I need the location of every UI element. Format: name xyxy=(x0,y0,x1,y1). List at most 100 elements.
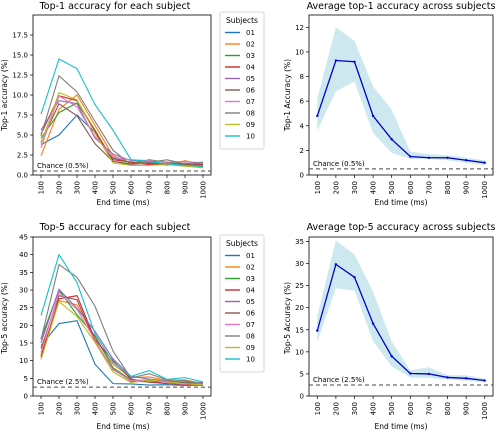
legend-label-06: 06 xyxy=(246,310,255,318)
chance-label: Chance (0.5%) xyxy=(313,160,365,168)
legend-label-04: 04 xyxy=(246,287,255,295)
x-tick-label: 100 xyxy=(38,402,46,415)
y-tick-label: 35 xyxy=(19,269,28,277)
mean-point xyxy=(483,379,486,382)
x-tick-label: 200 xyxy=(56,181,64,194)
y-tick-label: 30 xyxy=(19,287,28,295)
y-tick-label: 30 xyxy=(295,260,304,268)
x-tick-label: 1000 xyxy=(481,402,489,420)
y-tick-label: 6 xyxy=(300,98,305,106)
x-tick-label: 800 xyxy=(163,402,171,415)
mean-point xyxy=(334,263,338,266)
x-axis-label: End time (ms) xyxy=(96,422,149,431)
y-tick-label: 20 xyxy=(295,304,304,312)
mean-point xyxy=(409,372,412,375)
x-tick-label: 1000 xyxy=(199,402,207,420)
series-line-02 xyxy=(40,94,204,166)
x-tick-label: 1000 xyxy=(199,181,207,199)
x-tick-label: 200 xyxy=(332,402,340,415)
panel-top1-subjects: Top-1 accuracy for each subject End time… xyxy=(0,1,265,207)
x-tick-label: 800 xyxy=(444,402,452,415)
series-line-05 xyxy=(40,99,204,165)
x-tick-label: 500 xyxy=(110,181,118,194)
axes-frame xyxy=(308,236,494,397)
legend-label-10: 10 xyxy=(246,356,255,364)
x-tick-label: 1000 xyxy=(481,181,489,199)
series-line-04 xyxy=(40,295,204,386)
y-axis-label: Top-5 accuracy (%) xyxy=(0,282,9,355)
x-tick-label: 400 xyxy=(370,181,378,194)
legend-items: 01 02 03 04 05 06 07 08 09 10 xyxy=(225,29,255,141)
y-tick-label: 5 xyxy=(300,370,304,378)
mean-point xyxy=(409,155,412,158)
mean-point xyxy=(390,138,393,141)
axes-frame xyxy=(32,236,212,397)
y-tick-label: 5 xyxy=(24,375,28,383)
y-tick-label: 10 xyxy=(295,348,304,356)
x-tick-label: 700 xyxy=(425,402,433,415)
legend-box xyxy=(219,11,265,150)
x-tick-label: 300 xyxy=(351,402,359,415)
legend-title: Subjects xyxy=(226,239,258,248)
x-tick-label: 100 xyxy=(314,181,322,194)
x-tick-label: 600 xyxy=(407,402,415,415)
series-line-01 xyxy=(40,320,204,386)
x-tick-label: 900 xyxy=(463,181,471,194)
y-tick-label: 15.0 xyxy=(12,52,28,60)
y-tick-label: 45 xyxy=(19,234,28,242)
mean-point xyxy=(316,114,319,118)
axes-frame xyxy=(32,14,212,176)
y-tick-label: 15 xyxy=(295,326,304,334)
legend-label-05: 05 xyxy=(246,75,255,83)
y-tick-label: 25 xyxy=(295,282,304,290)
legend-label-08: 08 xyxy=(246,110,255,118)
y-tick-label: 25 xyxy=(19,304,28,312)
y-tick-label: 2.5 xyxy=(17,152,28,160)
legend: Subjects 01 02 03 04 05 06 07 08 09 10 xyxy=(219,11,265,150)
mean-point xyxy=(446,156,449,159)
mean-point xyxy=(353,60,356,63)
x-tick-label: 500 xyxy=(388,402,396,415)
y-tick-label: 0 xyxy=(24,393,28,401)
mean-line xyxy=(316,59,485,164)
x-tick-label: 900 xyxy=(181,402,189,415)
legend-label-06: 06 xyxy=(246,87,255,95)
series-line-09 xyxy=(40,300,204,386)
x-tick-label: 500 xyxy=(110,402,118,415)
x-tick-label: 100 xyxy=(38,181,46,194)
x-tick-label: 900 xyxy=(463,402,471,415)
x-tick-label: 700 xyxy=(145,402,153,415)
legend-label-02: 02 xyxy=(246,41,255,49)
legend-title: Subjects xyxy=(226,16,258,25)
chart-title: Average top-1 accuracy across subjects xyxy=(307,1,496,12)
y-axis-label: Top-1 Accuracy (%) xyxy=(283,59,292,132)
x-tick-label: 400 xyxy=(92,402,100,415)
panel-top1-average: Average top-1 accuracy across subjects E… xyxy=(283,1,495,207)
series-line-10 xyxy=(40,253,204,383)
mean-point xyxy=(353,275,356,279)
x-tick-label: 600 xyxy=(127,402,135,415)
axes-frame xyxy=(308,14,494,176)
x-tick-label: 200 xyxy=(332,181,340,194)
y-tick-label: 0 xyxy=(300,172,304,180)
y-tick-label: 35 xyxy=(295,238,304,246)
legend-label-01: 01 xyxy=(246,252,255,260)
x-tick-label: 700 xyxy=(145,181,153,194)
legend-label-10: 10 xyxy=(246,133,255,141)
panel-top5-average: Average top-5 accuracy across subjects E… xyxy=(283,222,495,431)
x-tick-label: 200 xyxy=(56,402,64,415)
plot-area: 100 200 300 400 500 600 700 800 900 1000 0 5 10 15 20 2… xyxy=(295,236,494,420)
legend-label-03: 03 xyxy=(246,275,255,283)
y-tick-label: 0.0 xyxy=(17,172,28,180)
y-tick-label: 17.5 xyxy=(12,32,28,40)
y-tick-label: 5.0 xyxy=(17,132,28,140)
series-line-04 xyxy=(40,95,204,166)
chance-label: Chance (0.5%) xyxy=(37,162,89,170)
mean-point xyxy=(371,114,375,118)
x-tick-label: 800 xyxy=(163,181,171,194)
plot-area: 100 200 300 400 500 600 700 800 900 1000 0 2 4 6 8 10 12… xyxy=(295,14,494,199)
confidence-band xyxy=(317,240,485,383)
series-line-02 xyxy=(40,299,204,385)
x-tick-label: 600 xyxy=(407,181,415,194)
